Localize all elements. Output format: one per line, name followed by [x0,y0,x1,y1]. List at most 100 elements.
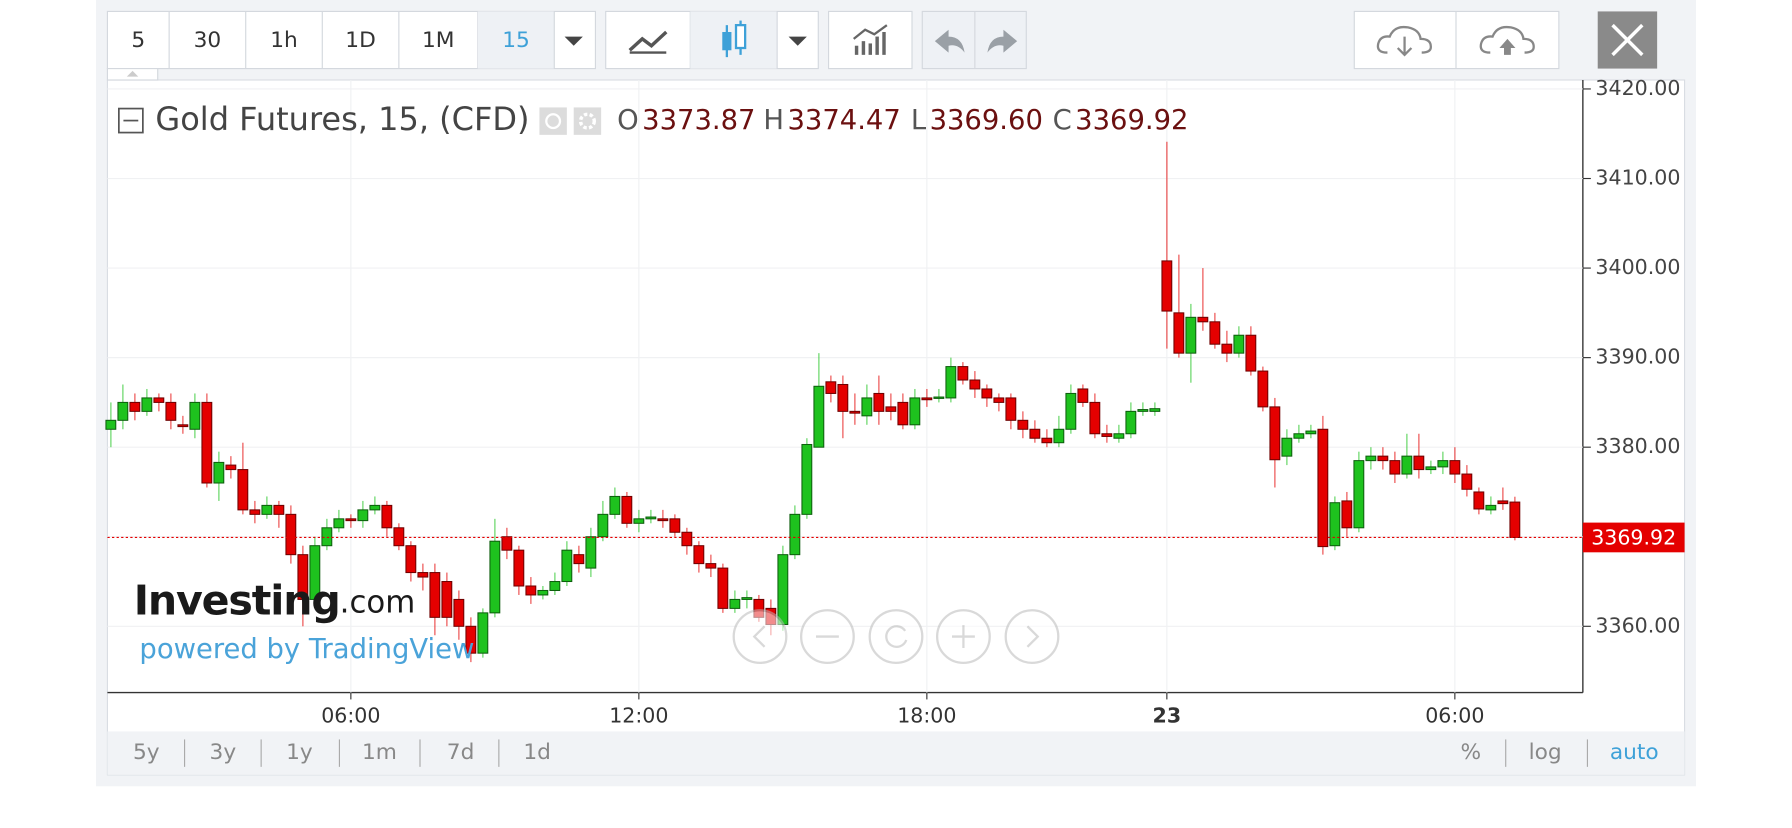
candle-style-button[interactable] [690,11,778,69]
candle-body [1257,370,1269,408]
ohlc-value: 3374.47 [787,105,900,136]
candle-body [1029,428,1041,439]
candle-body [1413,455,1425,471]
candle-body [945,366,957,399]
interval-button[interactable]: 1D [345,28,376,53]
candle-body [981,388,993,399]
candle-body [165,401,177,421]
ohlc-item: O 3373.87 [617,105,755,136]
chart-panel [106,79,1686,776]
candle-body [801,443,813,515]
candle-body [1473,491,1485,510]
ohlc-value: 3373.87 [642,105,755,136]
eye-shape [545,113,562,130]
range-button[interactable]: 3y [210,740,237,765]
candle-body [1137,409,1149,412]
candle-body [321,527,333,547]
candle-body [969,379,981,390]
x-tick-label: 12:00 [609,704,668,728]
last-price-label: 3369.92 [1591,526,1676,550]
candle-body [441,581,453,618]
range-button[interactable]: 1d [523,740,551,765]
x-tick-label: 18:00 [897,704,956,728]
ohlc-item: C 3369.92 [1053,105,1189,136]
candle-body [621,495,633,524]
candle-body [297,554,309,600]
interval-button[interactable]: 30 [194,28,222,53]
x-tick-label: 23 [1153,704,1182,728]
candle-body [1389,460,1401,475]
candle-body [1149,408,1161,412]
candle-body [741,597,753,600]
settings-icon[interactable] [573,107,602,135]
indicators-button[interactable] [827,10,913,70]
collapse-legend[interactable] [118,107,144,134]
candle-body [1317,428,1329,548]
candle-body [1341,500,1353,529]
scale-button[interactable]: auto [1610,740,1659,765]
candle-body [657,518,669,522]
candle-body [561,549,573,583]
scale-button[interactable]: % [1461,740,1482,765]
load-icon[interactable] [1376,25,1433,54]
bottom-bar [107,731,1685,775]
ohlc-key: H [763,105,784,136]
ohlc-key: L [911,105,927,136]
candle-body [1437,460,1449,468]
candle-body [333,518,345,529]
candle-body [1449,460,1461,475]
zoom-in-icon [952,625,975,648]
x-tick-label: 06:00 [1425,704,1484,728]
range-button[interactable]: 1y [286,740,313,765]
candle-body [1401,455,1413,475]
candle-body [1293,433,1305,439]
range-button[interactable]: 7d [447,740,475,765]
candle-body [309,545,321,600]
candle-body [1065,392,1077,430]
candle-body [585,536,597,569]
style-dropdown[interactable] [788,36,807,46]
scroll-right[interactable] [1004,609,1060,664]
range-button[interactable]: 5y [133,740,160,765]
ohlc-key: O [617,105,639,136]
collapse-arrow [126,70,139,77]
interval-button[interactable]: 5 [131,28,145,53]
undo-button[interactable] [934,29,965,53]
candle-body [1461,473,1473,490]
candle-body [669,518,681,533]
candle-body [693,545,705,565]
candle-body [417,572,429,578]
line-style-icon[interactable] [628,30,668,52]
candle-body [117,401,129,421]
interval-dropdown[interactable] [564,36,583,46]
candle-body [897,401,909,426]
candle-body [177,424,189,428]
candle-body [873,392,885,412]
candle-body [1197,316,1209,323]
ohlc-item: H 3374.47 [763,105,900,136]
candle-body [141,397,153,412]
candle-body [273,504,285,515]
candle-body [789,513,801,556]
redo-button[interactable] [987,29,1018,53]
interval-button[interactable]: 15 [502,28,530,53]
candle-body [921,397,933,401]
visibility-icon[interactable] [539,107,567,135]
candle-body [609,495,621,515]
scroll-left[interactable] [732,609,788,664]
range-button[interactable]: 1m [362,740,397,765]
reset-zoom[interactable] [868,609,924,664]
candle-body [597,513,609,538]
save-icon[interactable] [1479,25,1535,54]
candle-body [1509,501,1521,538]
y-tick-label: 3420.00 [1595,76,1680,100]
candle-body [1161,260,1173,312]
candle-body [153,397,165,403]
interval-button[interactable]: 1M [422,28,455,53]
scale-button[interactable]: log [1529,740,1562,765]
candle-body [885,406,897,412]
y-tick-label: 3410.00 [1595,166,1680,190]
candle-body [501,536,513,551]
interval-button[interactable]: 1h [270,28,298,53]
